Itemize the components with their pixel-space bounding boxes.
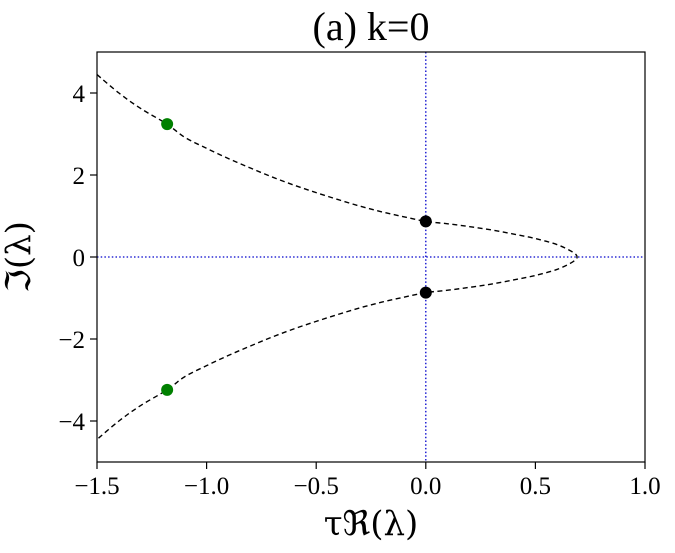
x-tick-label-3: 0.0 [410, 473, 441, 500]
y-tick-label-4: 4 [73, 81, 86, 108]
y-tick-label-2: 0 [73, 245, 86, 272]
x-axis-label: τℜ(λ) [324, 504, 419, 544]
data-point-series-0-0 [419, 215, 432, 228]
data-point-series-1-0 [161, 118, 174, 131]
plot-area [97, 52, 645, 462]
data-point-series-1-1 [161, 383, 174, 396]
y-axis-label: ℑ(λ) [0, 221, 39, 293]
y-tick-label-3: 2 [73, 163, 86, 190]
chart-title: (a) k=0 [313, 4, 430, 49]
x-tick-label-5: 1.0 [629, 473, 660, 500]
x-tick-label-0: −1.5 [74, 473, 119, 500]
y-tick-label-0: −4 [58, 409, 85, 436]
eigenvalue-curve [97, 74, 578, 440]
x-tick-label-4: 0.5 [520, 473, 551, 500]
x-tick-label-2: −0.5 [294, 473, 339, 500]
plot-content [97, 52, 645, 462]
data-point-series-0-1 [419, 286, 432, 299]
axes: −1.5 −1.0 −0.5 0.0 0.5 1.0 −4 −2 0 2 4 [58, 51, 661, 500]
x-tick-label-1: −1.0 [184, 473, 229, 500]
y-tick-label-1: −2 [58, 327, 85, 354]
